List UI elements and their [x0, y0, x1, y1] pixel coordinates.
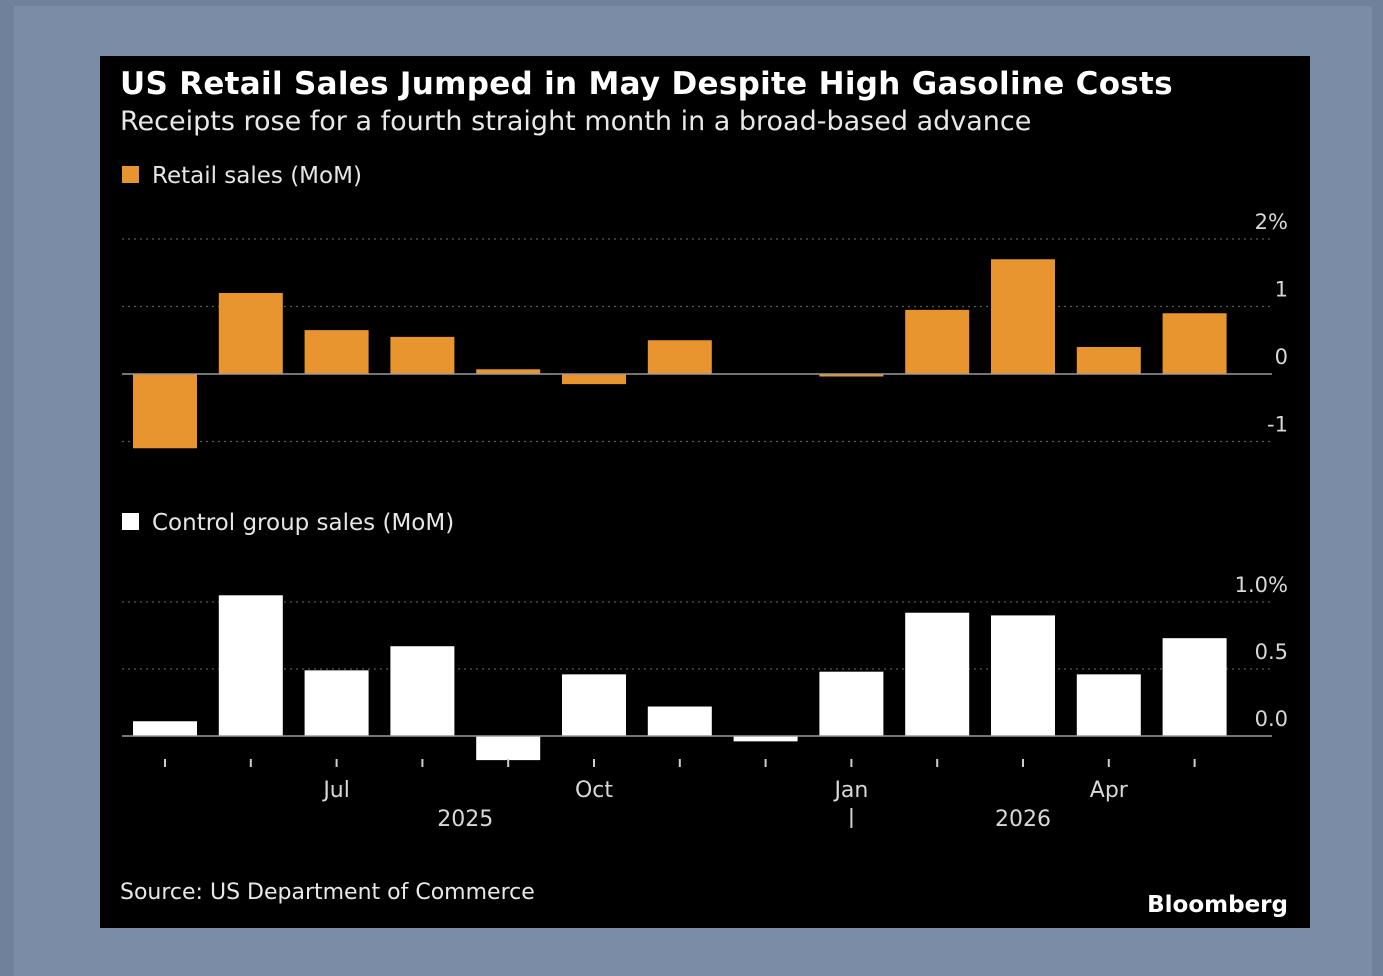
retail-bar — [218, 293, 283, 374]
control-bar — [1162, 638, 1227, 736]
retail-legend-label: Retail sales (MoM) — [152, 163, 362, 189]
chart-card: US Retail Sales Jumped in May Despite Hi… — [100, 56, 1310, 928]
x-year-label: 2026 — [995, 807, 1051, 832]
retail-y-tick-label: -1 — [1267, 413, 1288, 437]
control-bar — [476, 736, 541, 761]
control-bar — [647, 706, 712, 736]
retail-bar — [1076, 347, 1141, 374]
control-legend-label: Control group sales (MoM) — [152, 510, 454, 536]
retail-bar — [991, 259, 1055, 374]
chart-svg: Retail sales (MoM) 2% 1 0 -1 Control group sa… — [122, 163, 1288, 832]
control-bar — [991, 615, 1055, 736]
control-legend-swatch — [122, 513, 139, 530]
bloomberg-logo: Bloomberg — [1147, 892, 1288, 918]
control-bar — [1076, 674, 1141, 736]
retail-y-tick-label: 0 — [1275, 345, 1288, 369]
retail-bar — [562, 374, 626, 385]
retail-bar — [1162, 313, 1227, 374]
retail-bar — [390, 336, 455, 374]
control-bar — [304, 670, 369, 736]
retail-bar — [304, 330, 369, 374]
x-month-label: Jan — [832, 778, 868, 803]
control-bar — [218, 595, 283, 736]
control-y-tick-label: 0.5 — [1255, 640, 1288, 664]
control-bar — [819, 671, 884, 736]
chart-title: US Retail Sales Jumped in May Despite Hi… — [120, 66, 1173, 102]
control-bar — [733, 736, 798, 742]
retail-legend-swatch — [122, 166, 139, 183]
x-month-label: Jul — [321, 778, 350, 803]
retail-bar — [819, 374, 884, 377]
x-year-label: 2025 — [437, 807, 493, 832]
retail-bar — [905, 309, 970, 374]
chart-subtitle: Receipts rose for a fourth straight mont… — [120, 106, 1032, 137]
control-bar — [905, 612, 970, 736]
control-bar — [133, 721, 197, 736]
control-y-tick-label: 1.0% — [1235, 573, 1288, 597]
retail-bar — [133, 374, 197, 449]
control-bar — [562, 674, 626, 736]
control-y-tick-label: 0.0 — [1255, 707, 1288, 731]
x-month-label: Oct — [575, 778, 613, 803]
control-bar — [390, 646, 455, 736]
source-note: Source: US Department of Commerce — [120, 880, 535, 905]
x-month-label: Apr — [1090, 778, 1129, 803]
retail-bar — [647, 340, 712, 374]
retail-y-tick-label: 1 — [1275, 278, 1288, 302]
retail-y-tick-label: 2% — [1255, 210, 1288, 234]
retail-bar — [476, 369, 541, 374]
